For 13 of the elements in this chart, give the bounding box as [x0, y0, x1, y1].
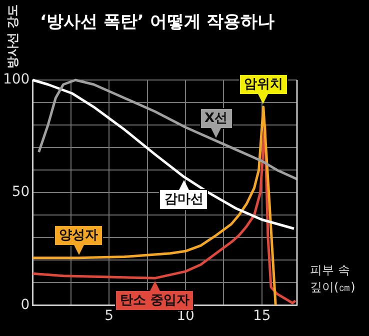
y-tick-label: 0 [20, 296, 30, 313]
y-tick-label: 100 [2, 72, 30, 88]
series-label: X선 [200, 108, 233, 129]
x-tick-label: 5 [104, 308, 114, 324]
series-label: 양성자 [54, 224, 104, 246]
series-label: 감마선 [159, 188, 208, 210]
series-label: 탄소 중입자 [120, 293, 190, 308]
y-axis-title: 방사선 강도 [4, 3, 20, 71]
chart-title: ‘방사선 폭탄’ 어떻게 작용하나 [40, 11, 275, 33]
annotation: 암위치 [238, 74, 288, 96]
x-axis-title: 피부 속 깊이(㎝) [310, 262, 356, 296]
x-tick-label: 15 [252, 308, 271, 324]
y-tick-label: 50 [12, 184, 30, 200]
